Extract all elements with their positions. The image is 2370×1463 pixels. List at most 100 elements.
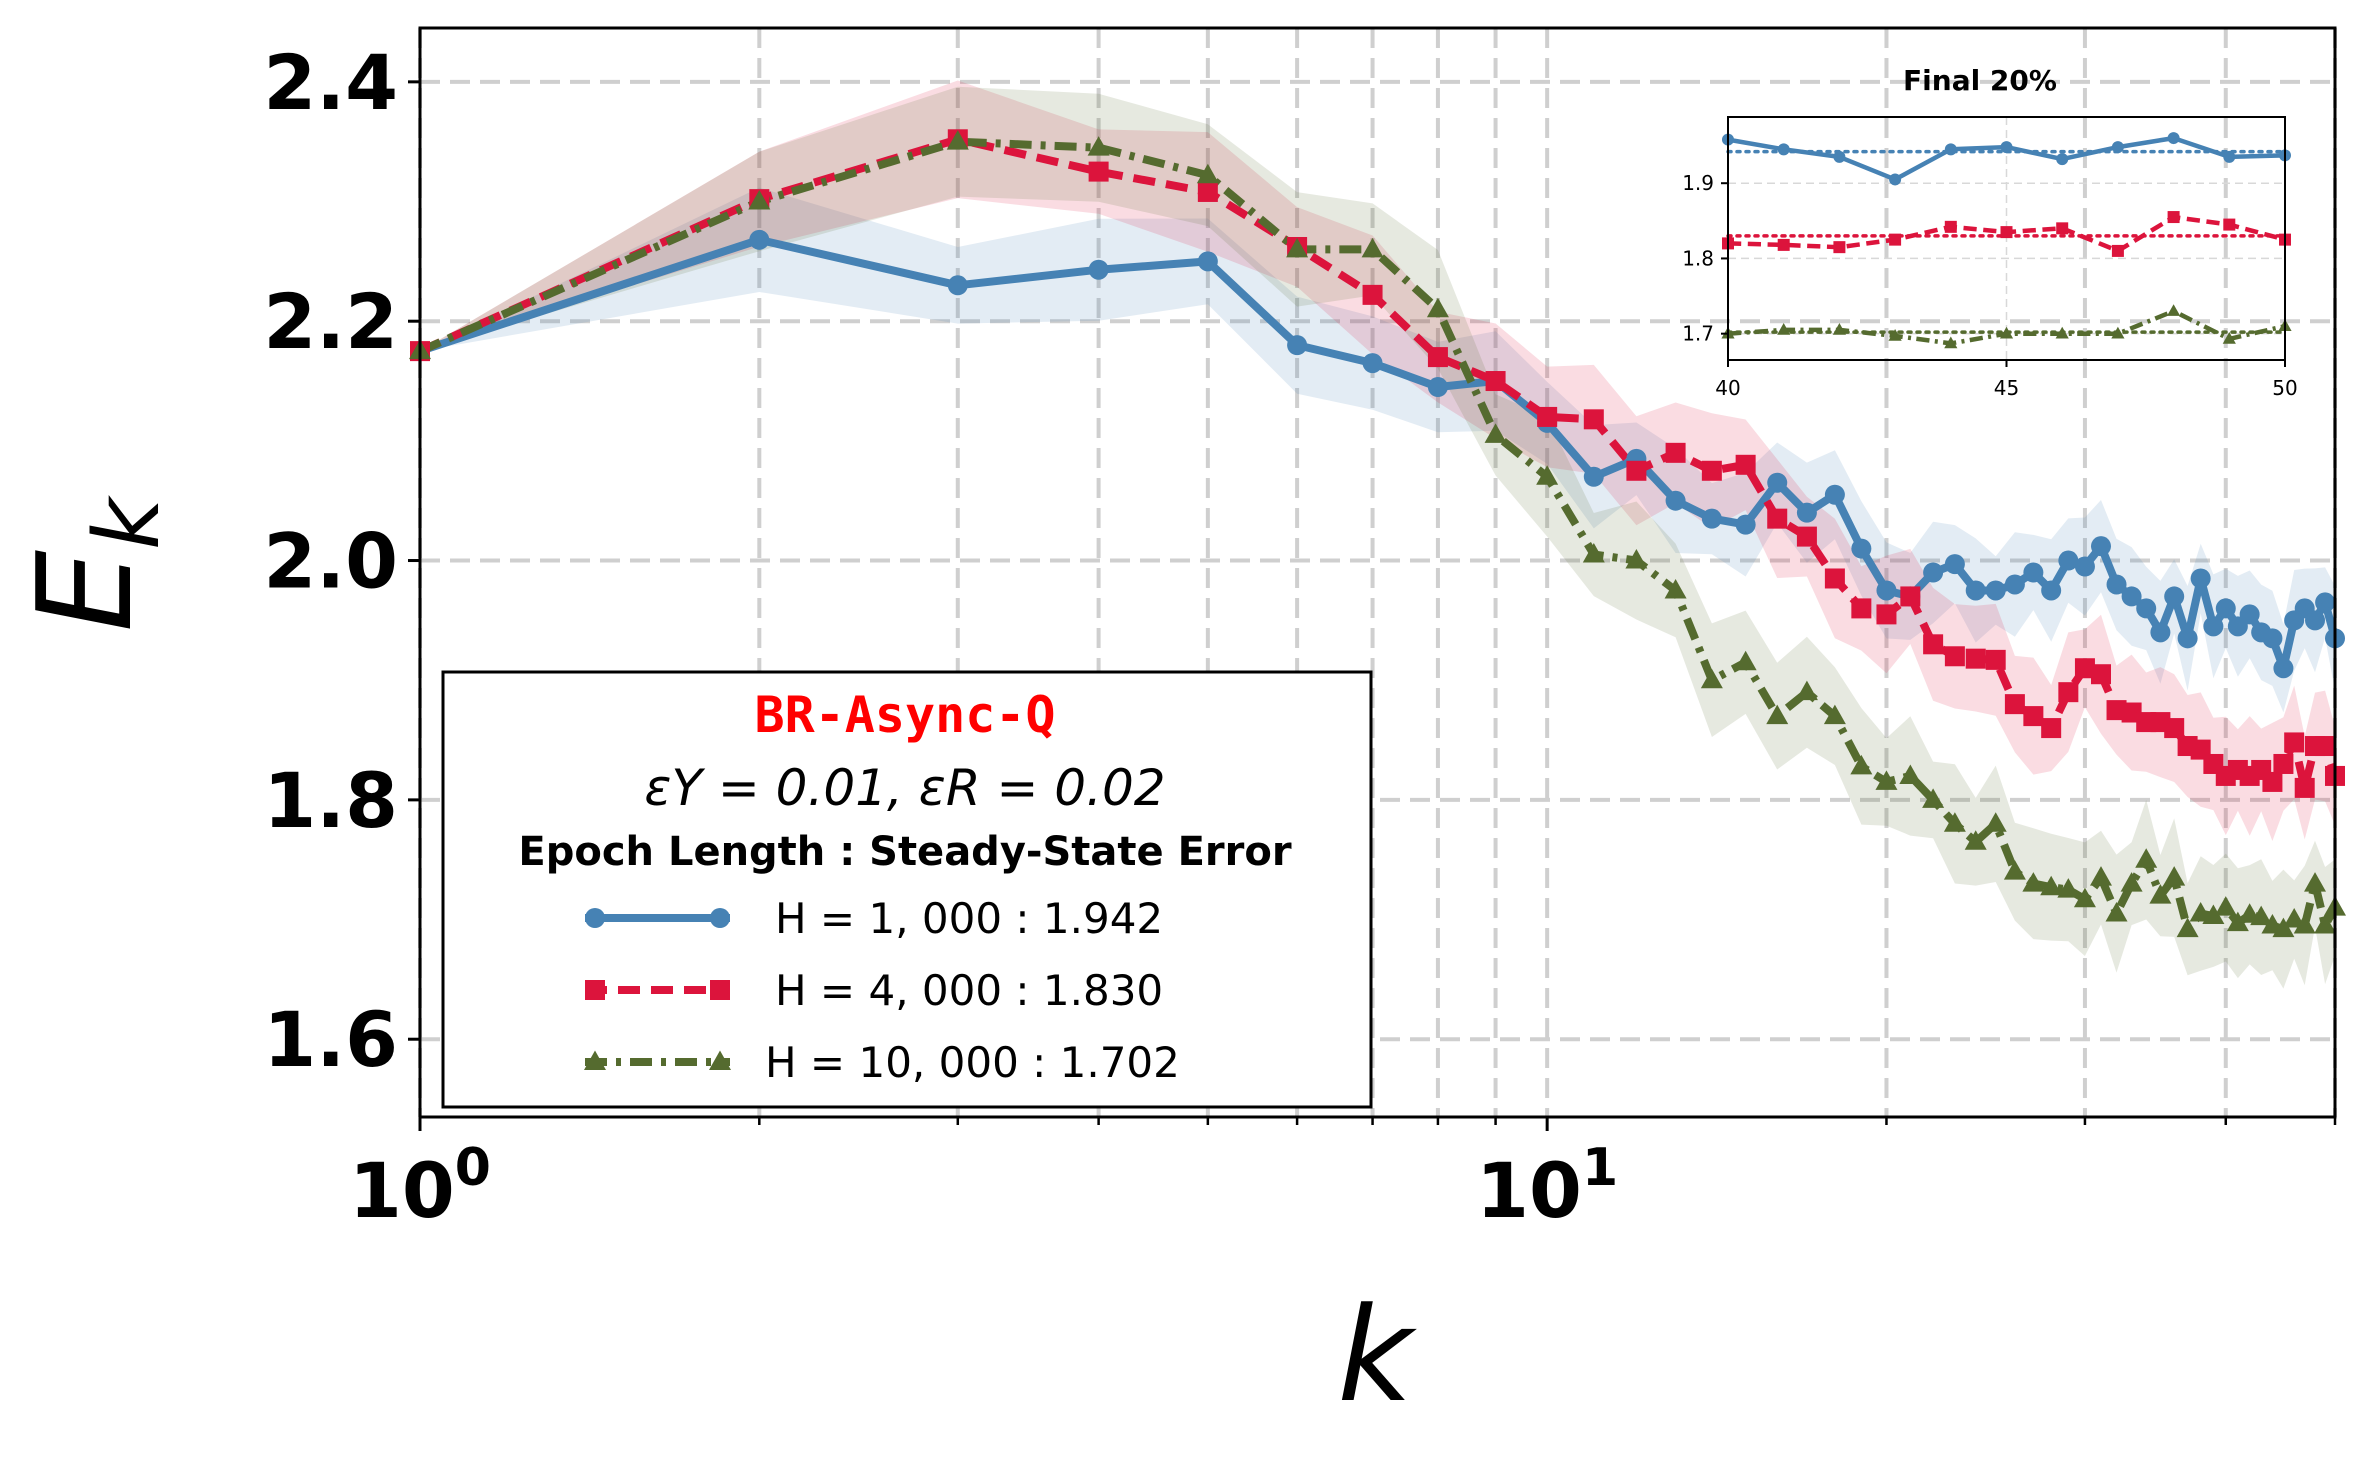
point-series-3 [1922, 788, 1945, 808]
point-series-2 [2294, 777, 2315, 798]
point-series-1 [1665, 490, 1686, 511]
inset-y-tick-label: 1.9 [1682, 171, 1714, 195]
point-series-1 [2106, 574, 2127, 595]
point-series-1 [2273, 658, 2294, 679]
point-series-2 [2262, 771, 2283, 792]
legend-swatches [584, 908, 731, 1070]
point-series-1 [2023, 562, 2044, 583]
point-series-1 [1197, 251, 1218, 272]
y-axis-label-subscript: k [75, 494, 180, 550]
point-series-3 [2176, 917, 2199, 938]
inset-point-series-3 [1999, 326, 2014, 339]
point-series-1 [2074, 556, 2095, 577]
point-series-2 [2074, 658, 2095, 679]
main-series-markers [409, 129, 2346, 938]
point-series-3 [2163, 866, 2186, 886]
point-series-1 [1583, 466, 1604, 487]
point-series-1 [2190, 568, 2211, 589]
inset-point-series-1 [2167, 132, 2180, 145]
legend-header: Epoch Length : Steady-State Error [518, 829, 1291, 875]
point-series-2 [1796, 526, 1817, 547]
point-series-3 [1964, 830, 1987, 850]
y-tick-label: 2.0 [263, 517, 398, 606]
point-series-3 [2089, 866, 2112, 886]
point-series-3 [2105, 902, 2128, 922]
inset-final-20-percent: 40 45 50 1.7 1.8 1.9 Final 20% [1682, 64, 2298, 400]
point-series-1 [749, 229, 770, 250]
point-series-1 [1876, 580, 1897, 601]
inset-point-series-1 [1889, 173, 1902, 186]
inset-point-series-1 [1777, 143, 1790, 156]
y-axis-label-base: E [9, 550, 161, 632]
legend-entry-2: H = 4, 000 : 1.830 [775, 966, 1163, 1015]
x-tick-label: 101 [1476, 1138, 1618, 1235]
point-series-3 [2293, 914, 2316, 934]
point-series-3 [2202, 904, 2225, 924]
point-series-1 [2177, 628, 2198, 649]
point-series-3 [2120, 872, 2143, 892]
point-series-3 [2314, 914, 2337, 934]
point-series-1 [1701, 508, 1722, 529]
point-series-1 [1088, 259, 1109, 280]
point-series-2 [2090, 664, 2111, 685]
band-series-1 [420, 187, 2335, 713]
point-series-3 [1766, 704, 1789, 725]
point-series-1 [1427, 377, 1448, 398]
point-series-3 [1625, 549, 1648, 569]
point-series-2 [2058, 682, 2079, 703]
inset-point-series-1 [2223, 150, 2236, 163]
point-series-1 [2041, 580, 2062, 601]
main-plot-frame [418, 26, 2337, 1119]
inset-x-tick-label: 50 [2272, 376, 2297, 400]
point-series-1 [1944, 554, 1965, 575]
inset-point-series-2 [1889, 233, 1902, 246]
point-series-2 [2004, 694, 2025, 715]
point-series-3 [2214, 896, 2237, 916]
point-series-2 [1427, 347, 1448, 368]
point-series-1 [1362, 353, 1383, 374]
point-series-1 [1965, 580, 1986, 601]
point-series-1 [1796, 502, 1817, 523]
legend-box [441, 670, 1373, 1109]
x-tick-label: 100 [349, 1138, 491, 1235]
point-series-1 [2004, 574, 2025, 595]
legend-swatch-marker-3 [709, 1050, 731, 1070]
legend-swatch-marker-2 [585, 980, 605, 1000]
point-series-3 [1984, 812, 2007, 832]
point-series-3 [2022, 872, 2045, 892]
legend-swatch-marker-1 [710, 908, 730, 928]
point-series-2 [1701, 460, 1722, 481]
point-series-3 [1582, 543, 1605, 563]
point-series-2 [1537, 406, 1558, 427]
legend: BR-Async-Q εY = 0.01, εR = 0.02 Epoch Le… [441, 670, 1373, 1109]
point-series-1 [2164, 586, 2185, 607]
point-series-2 [2164, 718, 2185, 739]
point-series-1 [1985, 580, 2006, 601]
point-series-2 [1485, 371, 1506, 392]
point-series-3 [1850, 754, 1873, 775]
legend-entry-1: H = 1, 000 : 1.942 [775, 894, 1163, 943]
point-series-2 [1088, 161, 1109, 182]
point-series-2 [1767, 508, 1788, 529]
point-series-3 [1875, 770, 1898, 790]
point-series-1 [2121, 586, 2142, 607]
y-tick-label: 1.8 [263, 756, 398, 845]
inset-axis-ticks: 40 45 50 1.7 1.8 1.9 [1682, 171, 2298, 400]
point-series-1 [1923, 562, 1944, 583]
point-series-2 [1362, 284, 1383, 305]
point-series-1 [2315, 592, 2336, 613]
inset-point-series-1 [2111, 141, 2124, 154]
point-series-2 [2106, 700, 2127, 721]
inset-point-series-1 [1944, 143, 1957, 156]
inset-point-series-2 [2000, 226, 2013, 239]
inset-point-series-3 [2222, 332, 2236, 344]
inset-point-series-3 [1832, 323, 1846, 335]
inset-point-series-3 [2167, 304, 2181, 316]
legend-subtitle: εY = 0.01, εR = 0.02 [644, 759, 1165, 817]
y-axis-label: Ek [9, 494, 180, 632]
main-axis-ticks: 1.6 1.8 2.0 2.2 2.4 100 101 [263, 38, 2337, 1235]
point-series-1 [947, 275, 968, 296]
inset-x-tick-label: 40 [1715, 376, 1740, 400]
point-series-3 [2003, 860, 2026, 880]
